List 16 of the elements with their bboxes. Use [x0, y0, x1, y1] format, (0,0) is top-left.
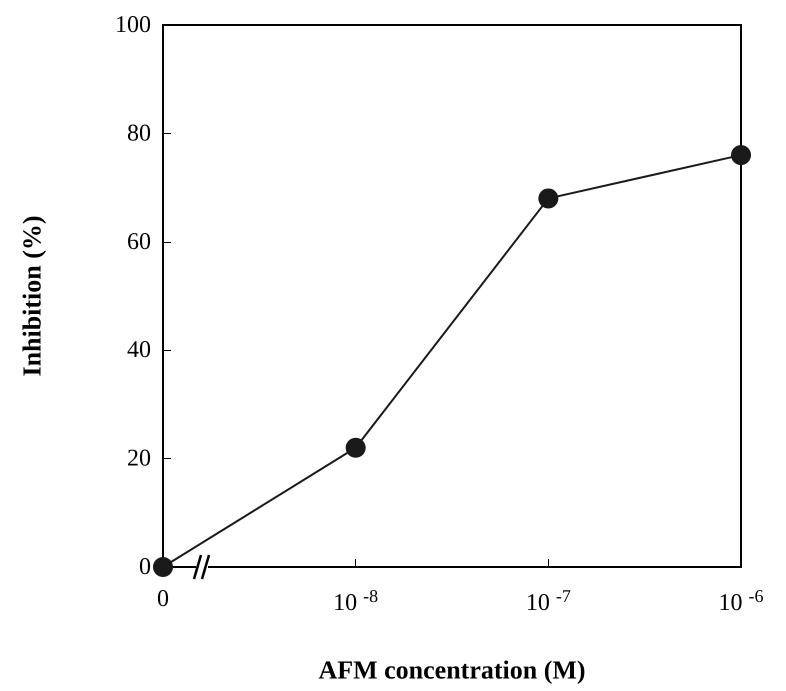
y-tick-label: 40: [127, 337, 151, 364]
x-tick-label: 10-7: [526, 586, 571, 616]
point: [538, 188, 558, 208]
point: [153, 557, 173, 577]
y-tick-label: 100: [115, 12, 151, 38]
point: [731, 145, 751, 166]
y-tick-label: 80: [127, 120, 151, 146]
point: [346, 438, 366, 458]
x-tick-label: 10-8: [333, 586, 378, 616]
x-axis-title: AFM concentration (M): [318, 656, 586, 684]
y-tick-label: 0: [139, 554, 151, 580]
x-tick-label: 10-6: [718, 586, 764, 616]
x-tick-label: 0: [157, 586, 169, 612]
y-axis-title: Inhibition (%): [18, 215, 46, 377]
y-tick-label: 20: [127, 446, 151, 472]
y-tick-label: 60: [127, 228, 151, 255]
